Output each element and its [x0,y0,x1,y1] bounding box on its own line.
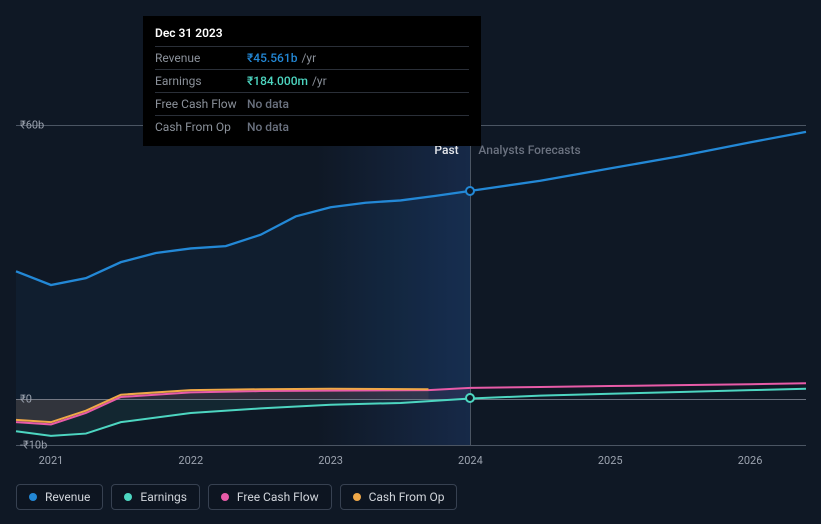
chart-legend: Revenue Earnings Free Cash Flow Cash From O… [16,484,457,510]
series-marker-earnings [465,393,475,403]
legend-label: Earnings [140,490,187,504]
legend-dot-icon [221,493,229,501]
legend-label: Cash From Op [369,490,445,504]
tooltip-metric-value: No data [247,120,289,134]
series-marker-revenue [465,186,475,196]
legend-label: Free Cash Flow [237,490,319,504]
tooltip-metric-label: Free Cash Flow [155,97,247,111]
tooltip-metric-value: No data [247,97,289,111]
legend-dot-icon [124,493,132,501]
tooltip-row: Cash From OpNo data [155,116,469,138]
tooltip-metric-suffix: /yr [312,74,327,88]
x-axis-label: 2021 [39,454,64,467]
legend-label: Revenue [45,490,90,504]
chart-tooltip: Dec 31 2023 Revenue₹45.561b/yrEarnings₹1… [143,16,481,146]
x-axis-label: 2025 [598,454,623,467]
tooltip-row: Free Cash FlowNo data [155,93,469,116]
legend-dot-icon [353,493,361,501]
series-line-revenue-forecast [470,132,806,191]
series-area-earnings [16,398,470,435]
legend-item-cashfromop[interactable]: Cash From Op [340,484,458,510]
tooltip-metric-value: ₹184.000m [247,74,308,88]
series-line-freecashflow-forecast [470,383,806,388]
tooltip-metric-value: ₹45.561b [247,51,297,65]
tooltip-row: Revenue₹45.561b/yr [155,47,469,70]
x-axis-label: 2023 [318,454,343,467]
series-line-earnings-forecast [470,389,806,399]
series-area-revenue [16,191,470,399]
tooltip-metric-label: Cash From Op [155,120,247,134]
x-axis-label: 2022 [178,454,203,467]
legend-item-earnings[interactable]: Earnings [111,484,200,510]
legend-item-freecashflow[interactable]: Free Cash Flow [208,484,332,510]
x-axis-label: 2024 [458,454,483,467]
chart-bottom-border [16,445,806,446]
tooltip-metric-suffix: /yr [301,51,316,65]
legend-item-revenue[interactable]: Revenue [16,484,103,510]
chart-lines-svg [16,125,806,445]
y-axis-label: -₹10b [20,439,47,452]
y-axis-label: ₹0 [20,393,32,406]
tooltip-date: Dec 31 2023 [155,26,469,47]
earnings-revenue-chart: Past Analysts Forecasts ₹60b₹0-₹10b 2021… [16,125,806,445]
legend-dot-icon [29,493,37,501]
x-axis-label: 2026 [738,454,763,467]
tooltip-row: Earnings₹184.000m/yr [155,70,469,93]
tooltip-metric-label: Earnings [155,74,247,88]
tooltip-metric-label: Revenue [155,51,247,65]
y-axis-label: ₹60b [20,119,44,132]
